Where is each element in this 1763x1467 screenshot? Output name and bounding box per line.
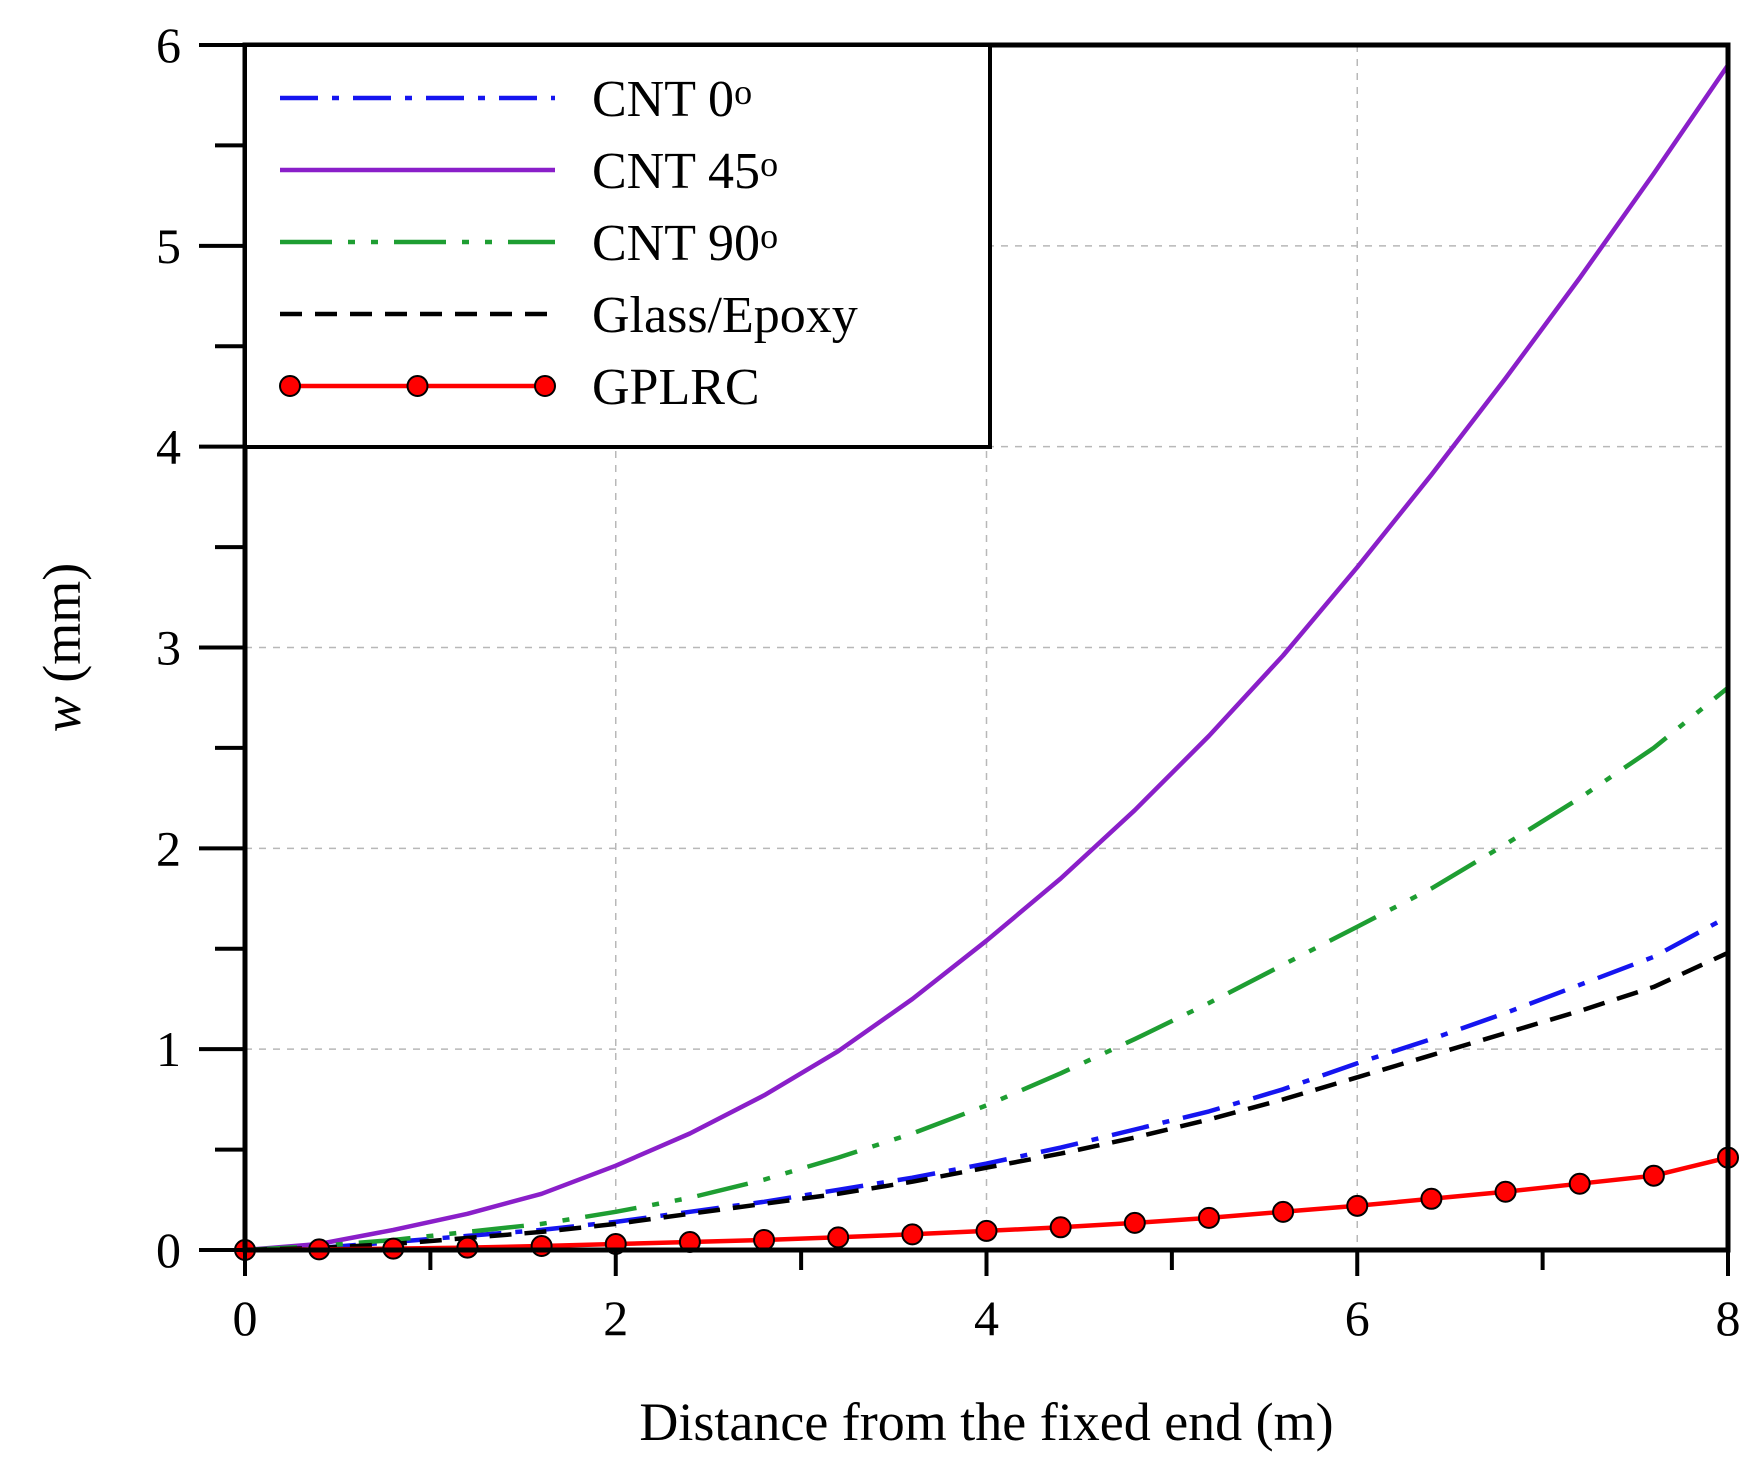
data-point-gplrc [1568,1172,1591,1195]
y-axis-label-symbol: w [32,696,92,732]
data-point-gplrc [827,1226,850,1249]
data-point-gplrc [530,1234,553,1257]
axis-ticks [199,43,1730,1276]
legend-label-cnt-0: CNT 0o [592,71,752,128]
legend-entries: CNT 0o CNT 45o CNT 90o Glass/Epoxy GPLRC [279,71,858,416]
legend: CNT 0o CNT 45o CNT 90o Glass/Epoxy GPLRC [243,43,992,449]
series-line-cnt-90 [244,685,1730,1253]
legend-label-cnt-45: CNT 45o [592,143,778,200]
y-tick-label: 1 [156,1021,181,1077]
series-line-glass-epoxy [244,950,1729,1253]
y-tick-label: 4 [156,419,181,475]
data-point-gplrc [1494,1180,1517,1203]
legend-degree-sign: o [760,144,778,184]
y-tick-label: 5 [156,218,181,274]
y-tick-label: 6 [156,17,181,73]
y-axis-label: w (mm) [32,563,92,733]
data-point-gplrc [1272,1200,1295,1223]
series-line-cnt-45 [244,63,1730,1253]
data-point-gplrc [901,1223,924,1246]
data-point-gplrc [753,1228,776,1251]
legend-box [243,43,992,449]
legend-label-glass-epoxy: Glass/Epoxy [592,287,858,344]
data-point-gplrc [1420,1187,1443,1210]
data-point-gplrc [1642,1164,1665,1187]
y-tick-label: 3 [156,620,181,676]
x-tick-label: 4 [974,1290,999,1346]
legend-marker-gplrc [279,375,301,397]
x-tick-label: 8 [1716,1290,1741,1346]
data-point-gplrc [1123,1211,1146,1234]
y-tick-label: 2 [156,820,181,876]
x-axis-label: Distance from the fixed end (m) [639,1392,1333,1452]
y-axis-label-unit: (mm) [32,563,92,696]
data-point-gplrc [975,1219,998,1242]
tick-labels: 0 2 4 6 8 0 1 2 3 4 5 6 [156,17,1741,1346]
legend-degree-sign: o [760,216,778,256]
legend-label-gplrc: GPLRC [592,359,760,416]
data-point-gplrc [1346,1194,1369,1217]
data-point-gplrc [1049,1216,1072,1239]
x-tick-label: 2 [603,1290,628,1346]
legend-label-cnt-90: CNT 90o [592,215,778,272]
legend-marker-gplrc [406,375,429,397]
x-tick-label: 0 [233,1290,258,1346]
legend-marker-gplrc [534,375,556,397]
data-point-gplrc [1197,1206,1220,1229]
legend-degree-sign: o [734,72,752,112]
series-lines [234,63,1739,1261]
x-tick-label: 6 [1345,1290,1370,1346]
y-tick-label: 0 [156,1222,181,1278]
